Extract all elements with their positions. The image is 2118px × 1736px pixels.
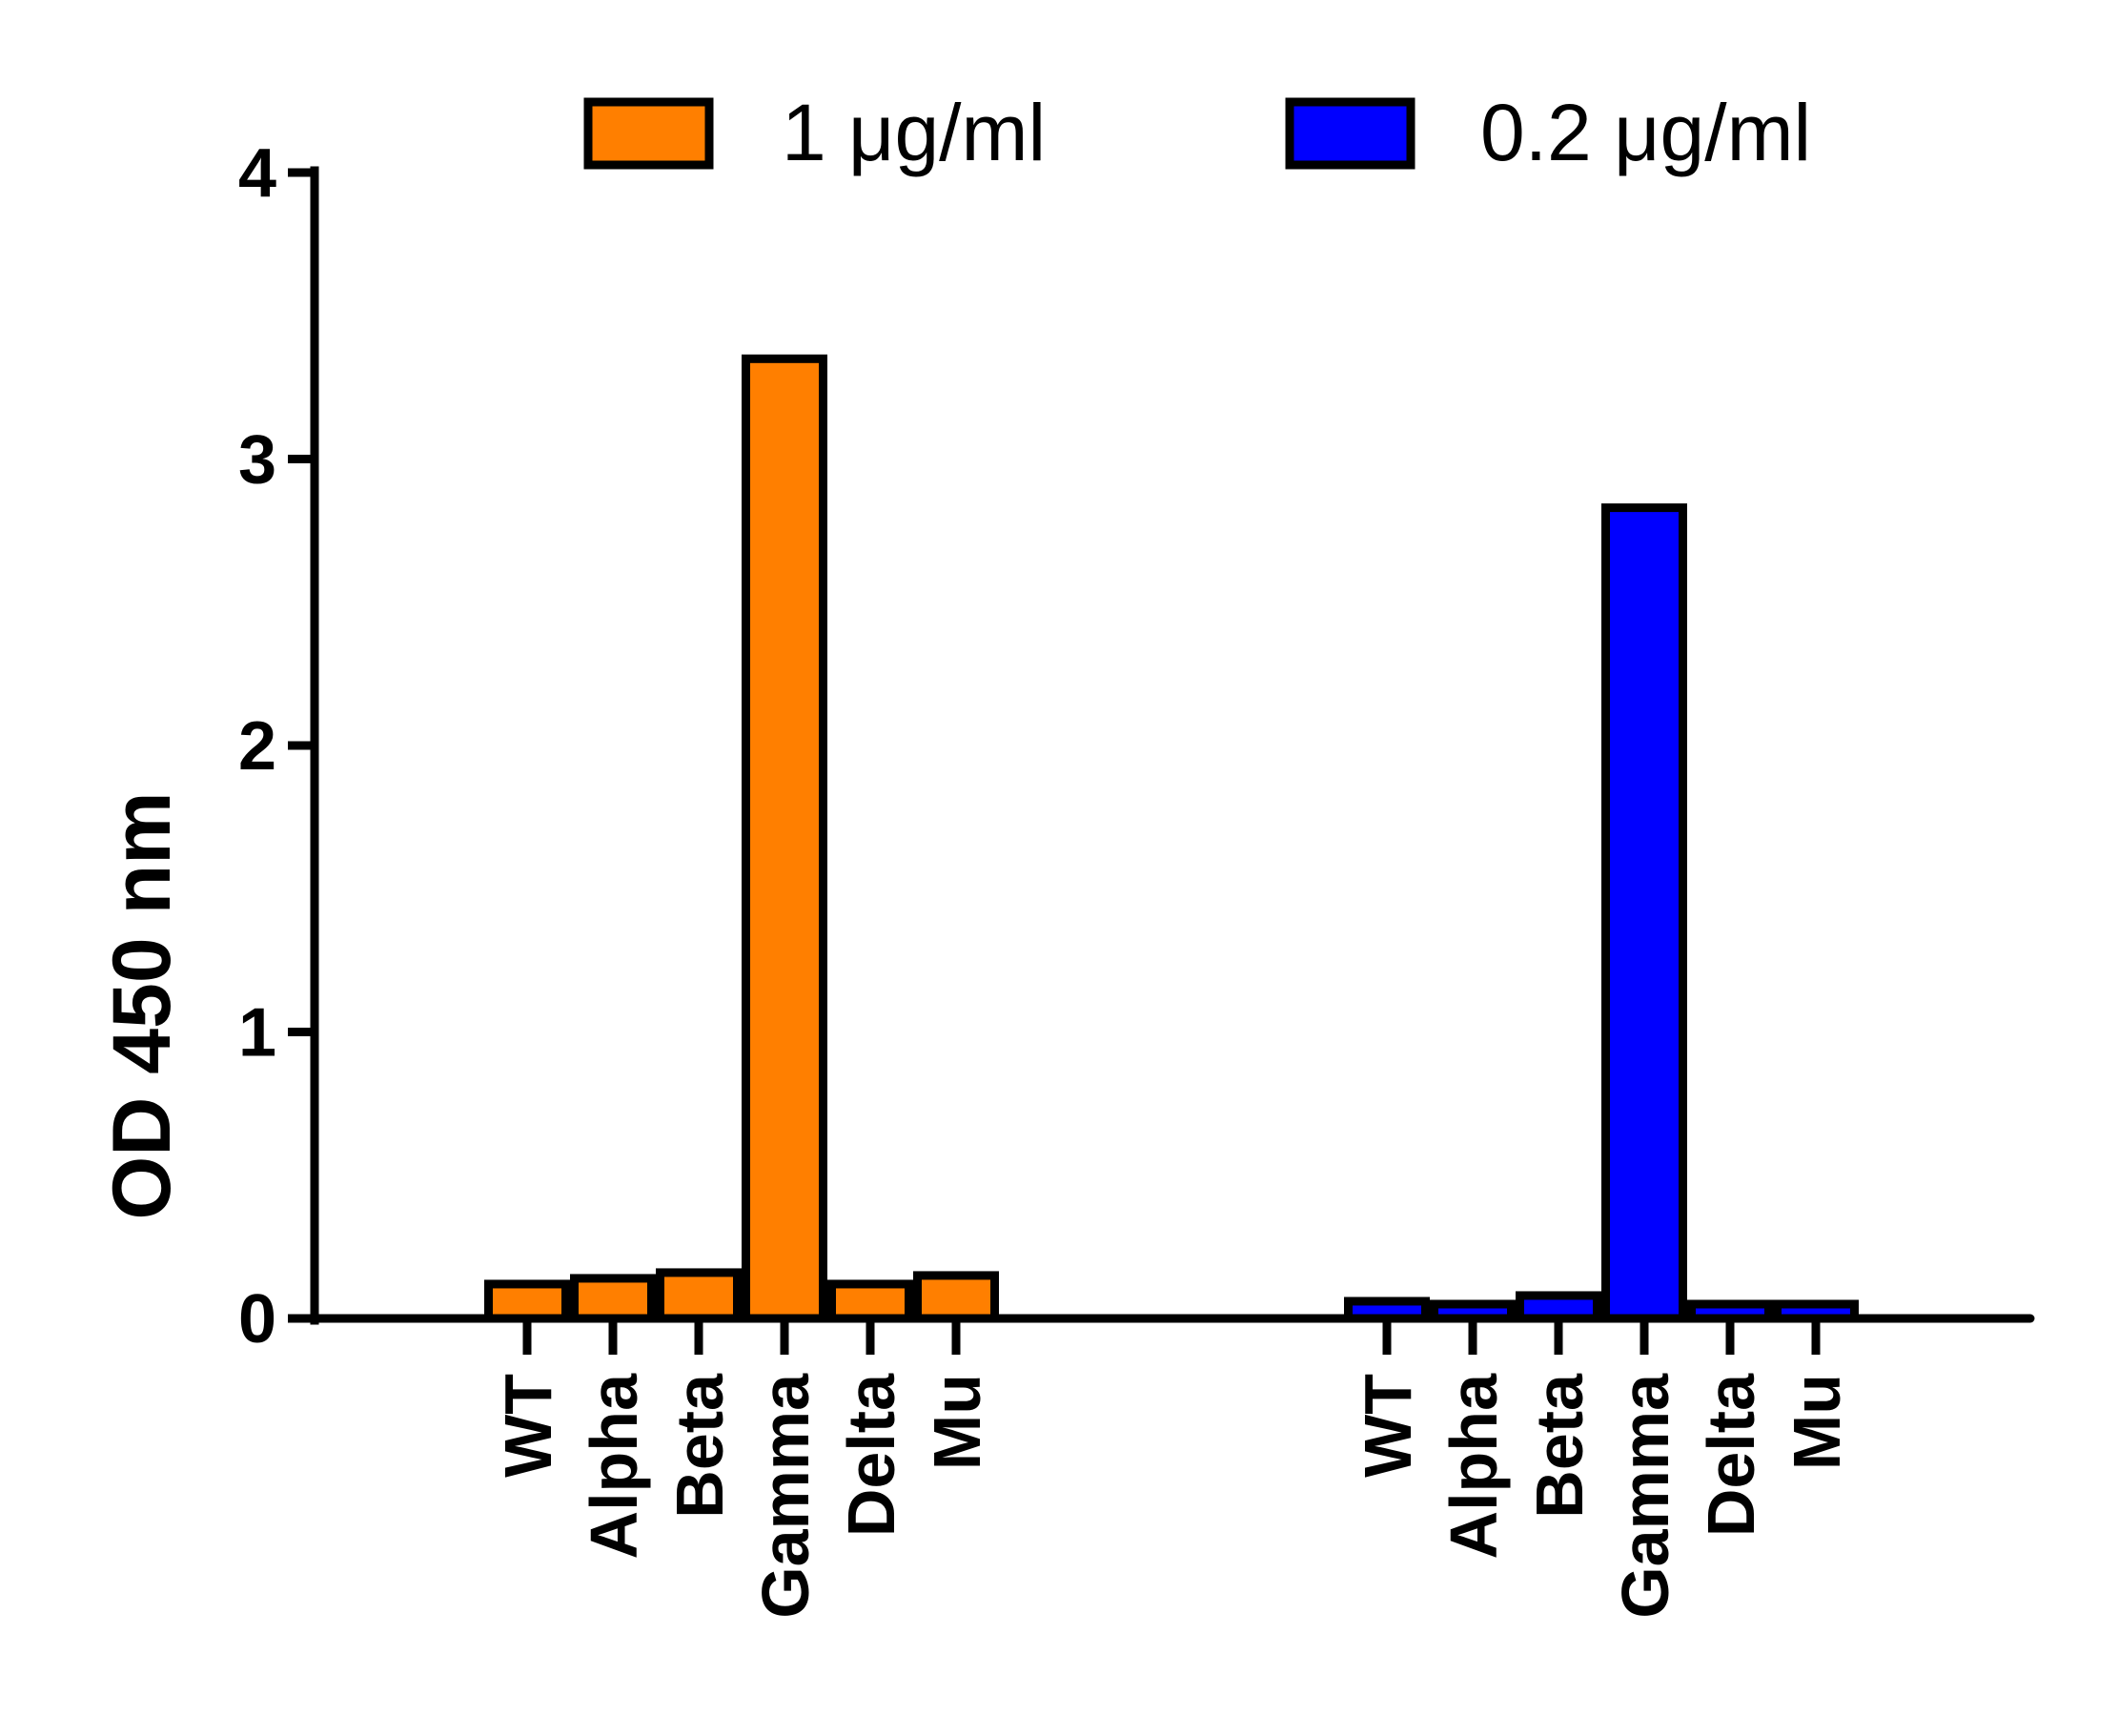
x-tick-label-alpha: Alpha — [577, 1373, 651, 1560]
legend-swatch-1 — [583, 97, 714, 170]
y-axis-title: OD 450 nm — [96, 791, 188, 1219]
bar-delta-series-1 — [827, 1279, 913, 1323]
y-tick-label: 4 — [238, 135, 276, 212]
bars — [484, 354, 1859, 1323]
y-tick-label: 1 — [238, 995, 276, 1072]
bar-gamma-series-2 — [1601, 503, 1687, 1323]
x-axis: WT Alpha Beta Gamma Delta Mu WT Alpha Beta Gamma D… — [310, 1314, 2035, 1619]
x-tick-label-alpha: Alpha — [1436, 1373, 1511, 1560]
legend-label-2: 0.2 μg/ml — [1480, 88, 1811, 177]
x-tick-label-beta: Beta — [1522, 1373, 1597, 1519]
y-tick-label: 2 — [238, 708, 276, 785]
bar-mu-series-1 — [913, 1271, 999, 1323]
y-tick-label: 3 — [238, 422, 276, 499]
legend-label-1: 1 μg/ml — [782, 88, 1046, 177]
bar-alpha-series-1 — [570, 1274, 656, 1323]
x-tick-label-delta: Delta — [1694, 1373, 1768, 1537]
bar-gamma-series-1 — [742, 354, 827, 1323]
x-tick-label-mu: Mu — [1780, 1374, 1854, 1470]
x-tick-label-wt: WT — [491, 1374, 565, 1478]
y-tick-label: 0 — [238, 1281, 276, 1358]
y-axis: 0 1 2 3 4 — [238, 135, 319, 1358]
bar-beta-series-1 — [656, 1268, 742, 1323]
x-tick-label-gamma: Gamma — [1608, 1373, 1682, 1619]
legend: 1 μg/ml 0.2 μg/ml — [583, 88, 1811, 177]
x-tick-label-delta: Delta — [834, 1373, 908, 1537]
legend-swatch-2 — [1285, 97, 1415, 170]
x-tick-label-mu: Mu — [920, 1374, 994, 1470]
x-tick-label-wt: WT — [1351, 1374, 1425, 1478]
x-tick-label-gamma: Gamma — [748, 1373, 823, 1619]
bar-wt-series-1 — [484, 1279, 570, 1323]
x-tick-label-beta: Beta — [662, 1373, 737, 1519]
